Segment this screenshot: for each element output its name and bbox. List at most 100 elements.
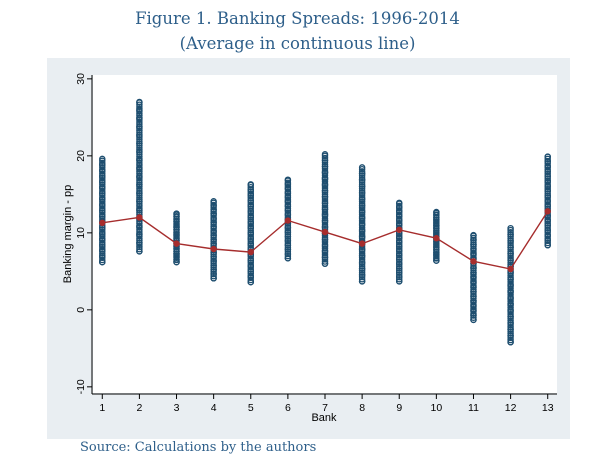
scatter-point [173, 224, 180, 231]
scatter-point [210, 270, 217, 278]
scatter-point [173, 248, 180, 255]
x-tick-label: 9 [396, 402, 402, 414]
scatter-point [210, 214, 217, 222]
scatter-point [99, 170, 106, 177]
scatter-point [470, 277, 477, 285]
scatter-point [284, 229, 292, 236]
scatter-point [136, 105, 143, 113]
scatter-point [507, 244, 514, 251]
scatter-point [395, 267, 403, 274]
scatter-point [136, 148, 143, 156]
scatter-point [210, 223, 217, 230]
scatter-point [99, 161, 106, 169]
x-tick-label: 11 [468, 402, 479, 414]
scatter-point [136, 129, 143, 136]
scatter-point [433, 218, 440, 226]
scatter-point [507, 254, 514, 262]
scatter-point [544, 153, 551, 161]
y-tick-label: 20 [75, 150, 87, 162]
scatter-point [247, 229, 255, 236]
scatter-point [173, 250, 180, 257]
scatter-point [284, 248, 292, 256]
scatter-point [321, 249, 329, 257]
scatter-point [136, 131, 143, 139]
scatter-point [173, 222, 180, 229]
average-point [544, 208, 551, 215]
scatter-point [395, 211, 403, 218]
scatter-point [358, 232, 366, 240]
scatter-point [395, 213, 403, 220]
scatter-point [321, 240, 329, 248]
scatter-point [321, 202, 329, 209]
scatter-point [210, 212, 217, 220]
x-tick-label: 5 [248, 402, 254, 414]
scatter-point [99, 204, 106, 212]
scatter-point [136, 194, 143, 201]
scatter-point [544, 200, 551, 208]
scatter-point [99, 159, 106, 167]
scatter-point [284, 177, 292, 184]
average-point [396, 226, 403, 233]
scatter-point [544, 157, 551, 165]
scatter-point [210, 264, 217, 271]
scatter-point [247, 196, 255, 204]
scatter-point [470, 275, 477, 283]
scatter-point [136, 176, 143, 184]
scatter-point [507, 272, 514, 279]
scatter-point [136, 166, 143, 173]
scatter-point [544, 185, 551, 193]
scatter-point [358, 247, 366, 255]
scatter-point [544, 177, 551, 184]
scatter-point [321, 161, 329, 168]
scatter-point [247, 184, 255, 191]
scatter-point [395, 265, 403, 272]
scatter-point [284, 188, 292, 195]
scatter-point [507, 280, 514, 288]
average-point [358, 240, 366, 247]
scatter-point [544, 162, 551, 169]
scatter-point [358, 256, 366, 264]
scatter-point [358, 252, 366, 259]
scatter-point [358, 215, 366, 223]
scatter-point [99, 189, 106, 197]
scatter-point [136, 159, 143, 167]
scatter-point [247, 199, 255, 206]
scatter-point [395, 256, 403, 264]
scatter-point [358, 278, 366, 285]
scatter-point [99, 245, 106, 253]
scatter-point [99, 172, 106, 180]
scatter-point [99, 235, 106, 242]
scatter-point [136, 228, 143, 236]
scatter-point [544, 235, 551, 242]
scatter-point [210, 257, 217, 265]
scatter-point [247, 231, 255, 238]
scatter-point [507, 285, 514, 292]
scatter-point [284, 242, 292, 249]
scatter-point [433, 246, 440, 254]
scatter-point [136, 101, 143, 108]
scatter-point [136, 179, 143, 186]
scatter-point [358, 271, 366, 279]
scatter-point [358, 200, 366, 207]
scatter-point [507, 287, 514, 294]
scatter-point [99, 209, 106, 216]
scatter-point [358, 170, 366, 177]
scatter-point [136, 157, 143, 165]
chart-panel: -10 0 10 20 30 1 2 3 4 5 6 7 8 9 10 11 12 13 Banking marg… [47, 58, 570, 439]
scatter-point [173, 256, 180, 264]
scatter-point [321, 253, 329, 261]
scatter-point [136, 189, 143, 197]
scatter-point [395, 241, 403, 248]
scatter-point [507, 282, 514, 290]
scatter-point [544, 194, 551, 201]
scatter-point [136, 114, 143, 121]
scatter-point [173, 228, 180, 236]
scatter-point [284, 224, 292, 232]
scatter-point [136, 142, 143, 149]
scatter-point [433, 216, 440, 223]
scatter-point [470, 286, 477, 293]
scatter-point [284, 246, 292, 253]
scatter-point [284, 203, 292, 210]
scatter-point [321, 251, 329, 259]
scatter-point [284, 209, 292, 217]
